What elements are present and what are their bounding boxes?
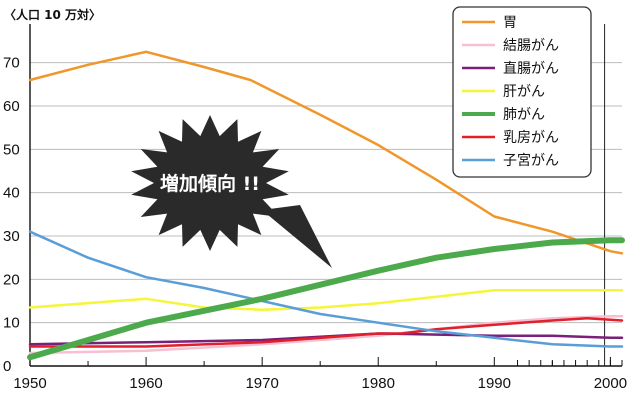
- series-line-6: [28, 230, 624, 348]
- series-line-2: [28, 332, 624, 346]
- legend-box: [452, 6, 592, 178]
- legend-label: 乳房がん: [503, 130, 559, 146]
- legend-label: 肝がん: [503, 84, 545, 100]
- y-tick-label: 20: [3, 271, 20, 288]
- y-axis-unit-label: 〈人口 10 万対〉: [4, 7, 101, 22]
- legend-label: 肺がん: [503, 107, 545, 123]
- x-tick-label: 1990: [478, 375, 511, 392]
- y-tick-label: 70: [3, 55, 20, 72]
- callout-burst-shape: [131, 115, 289, 251]
- x-tick-label: 1960: [129, 375, 162, 392]
- series-line-4: [27, 237, 625, 361]
- callout-starburst: 増加傾向 !!: [131, 115, 332, 268]
- y-tick-label: 0: [3, 358, 11, 375]
- x-tick-label: 1970: [245, 375, 278, 392]
- y-tick-label: 40: [3, 185, 20, 202]
- y-tick-label: 10: [3, 315, 20, 332]
- y-tick-label: 50: [3, 141, 20, 158]
- y-tick-label: 30: [3, 228, 20, 245]
- grid-lines: [30, 62, 622, 324]
- y-tick-label: 60: [3, 98, 20, 115]
- legend-label: 胃: [503, 15, 517, 31]
- x-tick-label: 2000: [594, 375, 627, 392]
- series-lines: [27, 50, 625, 361]
- callout-pointer: [262, 205, 332, 268]
- axes: [29, 24, 623, 367]
- x-tick-label: 1980: [362, 375, 395, 392]
- legend-label: 直腸がん: [503, 60, 559, 77]
- x-tick-label: 1950: [13, 375, 46, 392]
- series-line-5: [28, 317, 624, 348]
- legend-label: 結腸がん: [503, 38, 559, 54]
- callout-text: 増加傾向 !!: [160, 172, 260, 195]
- series-line-3: [28, 288, 624, 311]
- tick-labels: 0 10 20 30 40 50 60 70 1950 1960 1970 1980 1990 2000: [3, 55, 627, 392]
- legend-label: 子宮がん: [503, 153, 559, 169]
- series-line-0: [28, 50, 624, 255]
